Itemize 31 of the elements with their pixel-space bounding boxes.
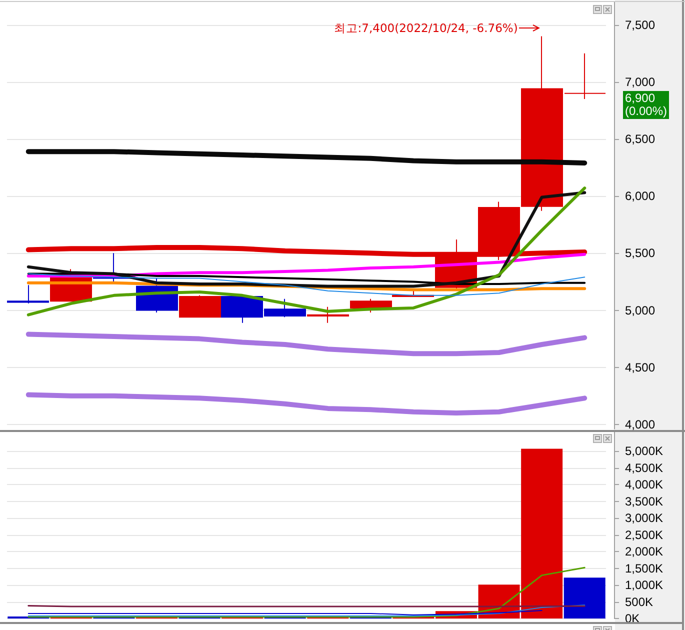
y-tick-label: 7,000 xyxy=(625,74,656,89)
line-series xyxy=(28,566,586,618)
y-tick-label: 2,500K xyxy=(625,528,664,542)
y-tick-label: 3,000K xyxy=(625,511,664,526)
candlestick xyxy=(179,294,221,318)
y-tick-label: 5,500 xyxy=(625,246,656,260)
y-tick-label: 4,000 xyxy=(625,417,656,432)
y-tick-label: 4,500K xyxy=(625,460,664,475)
candlestick xyxy=(350,298,392,314)
y-tick-label: 5,000K xyxy=(625,444,664,458)
y-tick-label: 500K xyxy=(625,594,654,609)
y-tick-label: 3,500K xyxy=(625,494,664,508)
y-tick-label: 2,000K xyxy=(625,544,664,559)
y-tick-label: 6,000 xyxy=(625,189,656,204)
y-tick-label: 5,000 xyxy=(625,303,656,318)
y-tick-label: 1,500K xyxy=(625,561,664,576)
y-tick-label: 6,500 xyxy=(625,132,656,146)
y-tick-label: 4,000K xyxy=(625,478,664,492)
line-series xyxy=(28,273,586,296)
y-tick-label: 7,500 xyxy=(625,18,656,32)
y-tick-label: 1,000K xyxy=(625,578,664,592)
text: 6,900 (0.00%) xyxy=(623,91,670,120)
line-series xyxy=(27,272,586,286)
candlestick xyxy=(307,306,349,324)
candlestick xyxy=(7,284,49,304)
bar xyxy=(564,578,606,618)
line-series xyxy=(26,191,586,288)
line-series xyxy=(26,186,586,316)
annotation: 최고:7,400(2022/10/24, -6.76%) xyxy=(334,21,518,36)
line-series xyxy=(28,604,586,616)
y-tick-label: 4,500 xyxy=(625,360,656,374)
